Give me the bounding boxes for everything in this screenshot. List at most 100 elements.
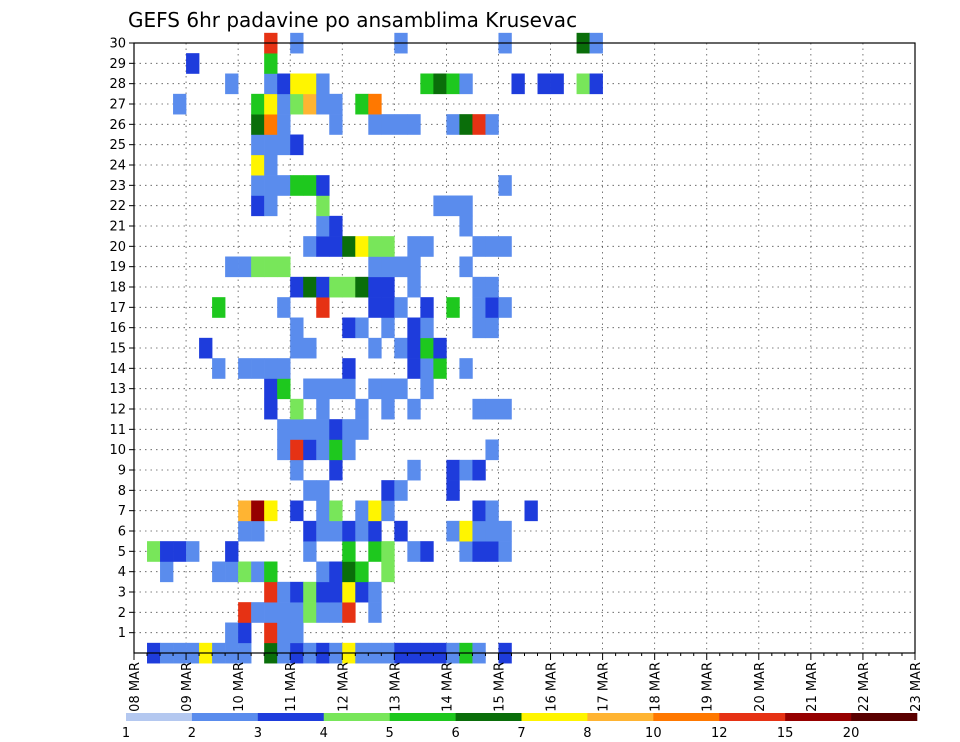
precip-cell [277,114,291,135]
precip-cell [381,114,395,135]
precip-cell [381,317,395,339]
precip-cell [238,500,252,522]
y-tick-label: 14 [109,362,126,377]
precip-cell [394,337,408,359]
precip-cell [368,256,382,278]
precip-cell [472,276,486,298]
precip-cell [355,398,369,420]
precip-cell [160,541,174,562]
colorbar-label: 12 [711,726,728,741]
precip-cell [446,195,460,217]
precip-cell [329,419,343,440]
precip-cell [420,541,434,562]
y-tick-label: 2 [118,606,126,621]
precip-cell [303,73,317,95]
precip-cell [485,114,499,135]
precip-cell [290,459,304,481]
precip-cell [485,297,499,318]
precip-cell [381,256,395,278]
precip-cell [251,561,265,583]
precip-cell [329,561,343,583]
colorbar-swatch [851,713,918,721]
precip-cell [446,459,460,481]
precip-cell [472,236,486,257]
precip-cell [329,215,343,237]
y-tick-label: 26 [109,118,126,133]
precip-cell [407,236,421,257]
y-tick-label: 22 [109,199,126,214]
y-tick-label: 4 [118,565,126,580]
precip-cell [381,480,395,501]
precip-cell [459,73,473,95]
y-tick-label: 15 [109,342,126,357]
precip-cell [277,73,291,95]
colorbar-label: 2 [188,726,196,741]
precip-cell [394,256,408,278]
colorbar-swatch [191,713,259,721]
precip-cell [277,175,291,196]
precip-cell [407,337,421,359]
precip-cell [394,378,408,400]
precip-cell [147,541,161,562]
precip-cell [381,297,395,318]
precip-cell [381,398,395,420]
precip-cell [290,419,304,440]
precip-cell [316,93,330,115]
colorbar-label: 7 [517,726,525,741]
precip-cell [303,602,317,623]
precip-cell [355,500,369,522]
precip-cell [251,358,265,379]
precip-cell [290,439,304,461]
precip-cell [212,561,226,583]
precip-cell [251,175,265,196]
precip-cell [199,337,213,359]
precip-cell [329,276,343,298]
colorbar-label: 5 [386,726,394,741]
precip-cell [329,581,343,603]
precip-cell [238,561,252,583]
precip-cell [251,114,265,135]
x-tick-label: 15 MAR [492,662,507,712]
x-tick-label: 17 MAR [597,662,612,712]
precip-cell [368,602,382,623]
precip-cell [186,541,200,562]
precip-cell [277,581,291,603]
precip-cell [355,93,369,115]
precip-cell [407,276,421,298]
precip-cell [459,215,473,237]
y-tick-label: 20 [109,240,126,255]
precip-cell [303,581,317,603]
precip-cell [472,459,486,481]
y-tick-label: 8 [118,484,126,499]
precip-cell [342,541,356,562]
precip-cell [277,602,291,623]
precip-cell [264,398,278,420]
precip-cell [173,541,187,562]
precip-cell [485,398,499,420]
precip-cell [537,73,551,95]
x-tick-label: 18 MAR [649,662,664,712]
precip-cell [251,500,265,522]
precip-cell [485,317,499,339]
precip-cell [342,378,356,400]
colorbar-label: 10 [645,726,662,741]
precip-cell [342,317,356,339]
precip-cell [355,276,369,298]
precip-cell [225,256,239,278]
precip-cell [394,480,408,501]
precip-cell [420,73,434,95]
precip-cell [381,378,395,400]
colorbar-swatch [257,713,325,721]
precip-cell [303,439,317,461]
precip-cell [316,236,330,257]
precip-cell [264,500,278,522]
precip-cell [173,93,187,115]
x-tick-label: 09 MAR [180,662,195,712]
precip-cell [368,541,382,562]
precip-cell [407,358,421,379]
precip-cell [342,439,356,461]
precip-cell [420,297,434,318]
precip-cell [238,358,252,379]
precip-cell [420,378,434,400]
precip-cell [368,236,382,257]
